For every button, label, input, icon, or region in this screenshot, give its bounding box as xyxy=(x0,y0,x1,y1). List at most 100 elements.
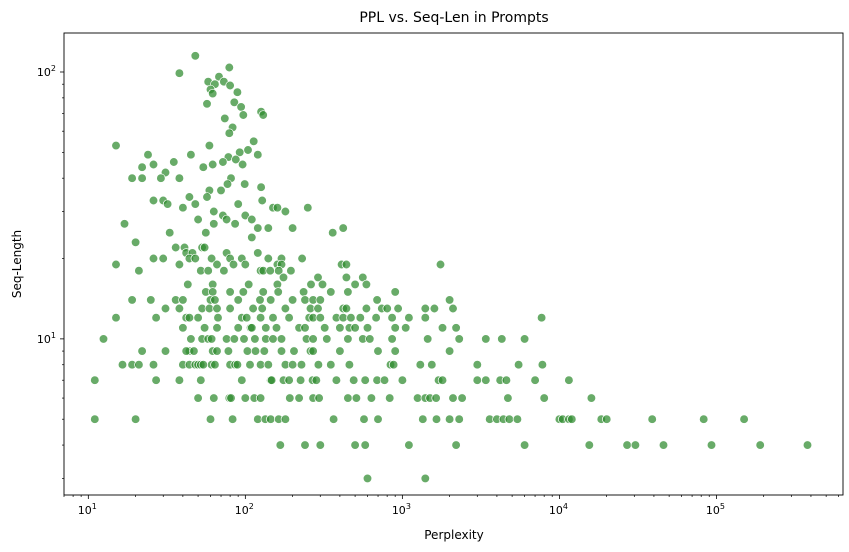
data-point-353 xyxy=(444,414,455,424)
data-point-250 xyxy=(276,346,287,356)
data-point-110 xyxy=(219,266,229,276)
data-point-79 xyxy=(171,242,181,253)
data-point-91 xyxy=(206,253,217,264)
data-point-242 xyxy=(181,346,191,356)
data-point-137 xyxy=(390,287,400,297)
data-point-2 xyxy=(174,68,185,78)
data-point-314 xyxy=(564,375,574,385)
y-axis: 101 102 xyxy=(37,64,64,479)
data-point-134 xyxy=(298,287,309,297)
data-point-322 xyxy=(285,393,295,403)
data-point-247 xyxy=(242,346,253,356)
data-point-363 xyxy=(567,414,577,424)
data-point-190 xyxy=(355,313,365,323)
data-point-10 xyxy=(232,87,243,97)
data-point-235 xyxy=(454,334,464,344)
data-point-305 xyxy=(379,375,390,385)
data-point-109 xyxy=(203,266,213,276)
data-point-277 xyxy=(287,360,298,370)
data-point-9 xyxy=(208,88,218,99)
data-point-70 xyxy=(253,223,263,233)
data-point-34 xyxy=(148,159,159,170)
data-point-240 xyxy=(160,346,171,356)
data-point-220 xyxy=(221,334,232,344)
data-point-337 xyxy=(539,393,549,403)
data-point-11 xyxy=(229,97,239,107)
data-point-193 xyxy=(404,313,414,323)
data-point-214 xyxy=(451,323,461,333)
data-point-289 xyxy=(90,375,100,385)
data-point-261 xyxy=(148,360,159,370)
data-point-66 xyxy=(303,203,313,213)
data-point-370 xyxy=(300,440,310,450)
data-point-241 xyxy=(137,346,147,356)
data-point-44 xyxy=(240,179,250,189)
data-point-25 xyxy=(143,150,153,160)
data-point-257 xyxy=(444,346,455,356)
data-point-94 xyxy=(263,253,273,264)
x-tick-label: 103 xyxy=(392,502,411,517)
data-point-43 xyxy=(256,182,266,192)
data-point-97 xyxy=(111,259,121,270)
data-point-163 xyxy=(341,303,352,314)
data-point-168 xyxy=(420,303,430,314)
data-point-195 xyxy=(536,313,547,323)
data-point-367 xyxy=(699,414,709,424)
data-point-308 xyxy=(437,375,448,385)
data-point-376 xyxy=(519,440,530,450)
data-point-65 xyxy=(280,206,291,217)
data-point-127 xyxy=(361,279,372,290)
data-point-207 xyxy=(335,323,345,333)
data-point-159 xyxy=(280,303,291,314)
data-point-221 xyxy=(229,334,239,344)
data-point-41 xyxy=(156,173,166,183)
data-point-39 xyxy=(127,173,137,183)
data-point-149 xyxy=(372,295,382,305)
data-point-118 xyxy=(341,272,352,283)
data-point-197 xyxy=(199,323,210,333)
data-point-310 xyxy=(481,375,491,385)
data-point-152 xyxy=(146,295,156,305)
data-point-255 xyxy=(373,346,383,356)
data-point-329 xyxy=(385,393,395,403)
data-point-328 xyxy=(366,393,377,403)
data-point-122 xyxy=(244,279,254,290)
data-point-358 xyxy=(504,414,514,424)
data-point-87 xyxy=(148,253,159,264)
data-point-135 xyxy=(326,287,336,297)
data-point-55 xyxy=(233,199,243,209)
data-point-106 xyxy=(435,259,446,270)
data-point-211 xyxy=(390,323,400,333)
data-point-368 xyxy=(739,414,749,424)
data-point-49 xyxy=(202,192,212,202)
data-point-269 xyxy=(210,360,220,370)
data-point-312 xyxy=(501,375,512,385)
data-point-57 xyxy=(209,206,219,217)
data-point-47 xyxy=(216,185,226,196)
data-point-229 xyxy=(322,334,332,344)
data-point-326 xyxy=(343,393,353,403)
data-point-73 xyxy=(338,223,348,233)
data-point-50 xyxy=(257,195,267,206)
data-point-30 xyxy=(237,159,248,170)
data-point-174 xyxy=(151,313,161,323)
data-point-142 xyxy=(233,295,243,305)
data-point-115 xyxy=(286,266,296,276)
x-tick-label: 104 xyxy=(549,502,568,517)
data-point-76 xyxy=(247,232,257,243)
data-point-64 xyxy=(272,203,283,213)
data-point-99 xyxy=(212,259,222,270)
data-point-176 xyxy=(184,313,195,323)
data-point-373 xyxy=(360,440,370,450)
data-point-167 xyxy=(393,303,403,314)
data-point-126 xyxy=(350,279,360,290)
data-point-71 xyxy=(263,223,273,233)
data-point-226 xyxy=(276,334,287,344)
data-point-380 xyxy=(658,440,669,450)
data-point-366 xyxy=(647,414,657,424)
data-point-48 xyxy=(184,192,195,202)
plot-frame xyxy=(63,32,844,496)
data-point-33 xyxy=(198,162,208,172)
data-point-309 xyxy=(472,375,482,385)
data-point-374 xyxy=(404,440,414,450)
